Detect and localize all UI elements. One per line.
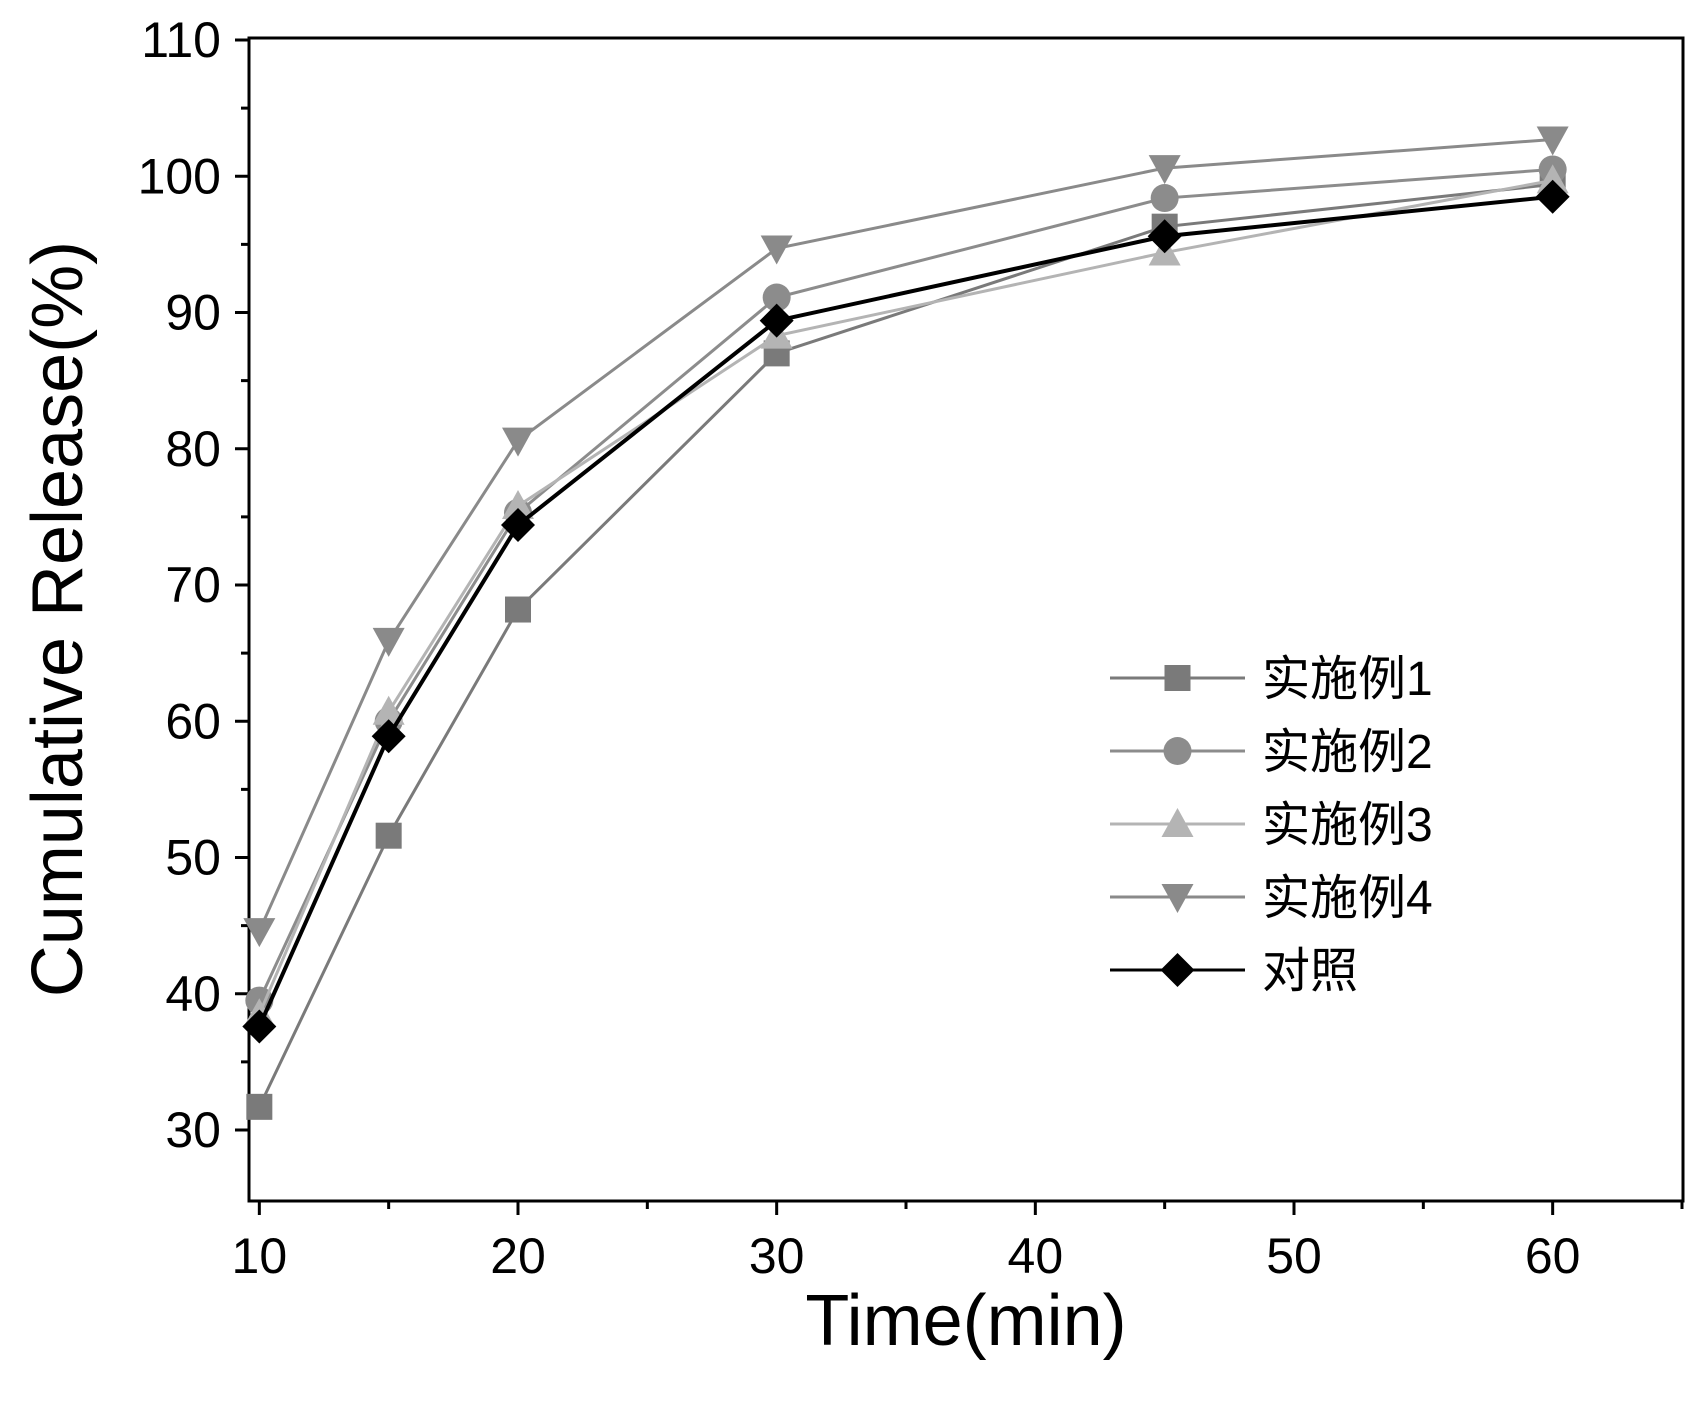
series-4 <box>243 126 1569 948</box>
series-5 <box>242 179 1570 1044</box>
y-tick-label: 110 <box>141 12 221 68</box>
x-tick-label: 60 <box>1525 1228 1581 1284</box>
data-point <box>243 918 276 948</box>
legend-marker <box>1161 884 1194 913</box>
x-axis: 10 20 30 40 50 60 <box>232 1201 1684 1284</box>
data-point <box>1535 179 1570 214</box>
legend-marker <box>1161 808 1194 837</box>
series-line <box>257 167 1553 1002</box>
data-point <box>1536 164 1569 194</box>
data-point <box>502 489 534 519</box>
legend-label: 实施例2 <box>1262 726 1433 779</box>
legend-entry: 实施例4 <box>1110 872 1433 925</box>
legend-marker <box>1164 665 1191 691</box>
data-point <box>371 719 406 754</box>
legend-entry: 对照 <box>1110 945 1358 998</box>
y-tick-label: 60 <box>165 693 221 749</box>
y-axis-title: Cumulative Release(%) <box>18 241 98 997</box>
series-line <box>257 194 1553 1028</box>
data-point <box>246 1093 273 1120</box>
y-tick-label: 80 <box>165 421 221 477</box>
x-tick-label: 30 <box>749 1228 805 1284</box>
data-point <box>375 822 402 849</box>
x-axis-title: Time(min) <box>805 1281 1126 1361</box>
data-point <box>762 283 791 312</box>
data-point <box>1148 155 1181 185</box>
legend-entry: 实施例2 <box>1110 726 1433 779</box>
legend: 实施例1 实施例2 实施例3 实施例4 对照 <box>1110 653 1433 998</box>
x-tick-label: 10 <box>232 1228 288 1284</box>
legend-label: 实施例4 <box>1262 872 1433 925</box>
series-line <box>257 182 1553 1108</box>
x-tick-label: 50 <box>1266 1228 1322 1284</box>
y-tick-label: 100 <box>138 148 221 204</box>
data-point <box>372 695 405 725</box>
series-line <box>257 137 1553 932</box>
legend-marker <box>1160 953 1195 987</box>
data-point <box>505 596 531 623</box>
plot-frame <box>247 36 1685 1203</box>
x-tick-label: 40 <box>1008 1228 1064 1284</box>
data-point <box>759 303 794 338</box>
data-point <box>760 235 793 265</box>
data-point <box>501 508 535 543</box>
data-point <box>1150 184 1179 213</box>
series-layer <box>242 126 1570 1120</box>
legend-entry: 实施例1 <box>1110 653 1433 706</box>
data-point <box>242 1009 277 1044</box>
y-tick-label: 90 <box>165 285 221 341</box>
legend-label: 实施例3 <box>1262 799 1433 852</box>
y-tick-label: 70 <box>165 557 221 613</box>
legend-marker <box>1163 737 1192 765</box>
y-axis: 30 40 50 60 70 80 90 100 110 <box>138 12 249 1158</box>
y-tick-label: 30 <box>165 1102 221 1158</box>
legend-label: 对照 <box>1262 945 1358 998</box>
x-tick-label: 20 <box>490 1228 546 1284</box>
data-point <box>502 427 534 457</box>
legend-entry: 实施例3 <box>1110 799 1433 852</box>
y-tick-label: 50 <box>165 830 221 886</box>
y-tick-label: 40 <box>165 966 221 1022</box>
legend-label: 实施例1 <box>1262 653 1433 706</box>
data-point <box>1147 219 1182 254</box>
data-point <box>1536 126 1569 156</box>
data-point <box>372 627 405 657</box>
